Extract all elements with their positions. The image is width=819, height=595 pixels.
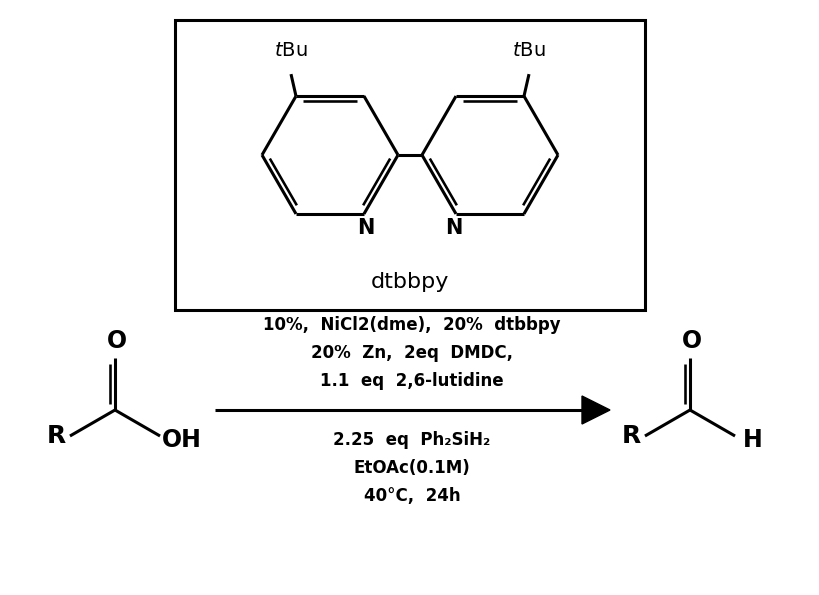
Text: O: O — [682, 329, 702, 353]
Text: O: O — [107, 329, 127, 353]
Text: 20%  Zn,  2eq  DMDC,: 20% Zn, 2eq DMDC, — [311, 344, 513, 362]
Text: $t$Bu: $t$Bu — [512, 40, 545, 60]
Text: 1.1  eq  2,6-lutidine: 1.1 eq 2,6-lutidine — [320, 372, 504, 390]
Text: R: R — [47, 424, 66, 448]
Text: H: H — [743, 428, 763, 452]
Text: EtOAc(0.1M): EtOAc(0.1M) — [354, 459, 470, 477]
Text: N: N — [357, 218, 374, 238]
Text: OH: OH — [162, 428, 202, 452]
Text: 2.25  eq  Ph₂SiH₂: 2.25 eq Ph₂SiH₂ — [333, 431, 491, 449]
Text: R: R — [622, 424, 640, 448]
Text: 40°C,  24h: 40°C, 24h — [364, 487, 460, 505]
Text: N: N — [446, 218, 463, 238]
Text: $t$Bu: $t$Bu — [274, 40, 308, 60]
Text: 10%,  NiCl2(dme),  20%  dtbbpy: 10%, NiCl2(dme), 20% dtbbpy — [263, 316, 561, 334]
Text: dtbbpy: dtbbpy — [371, 272, 449, 292]
Bar — [175, 20, 645, 310]
Polygon shape — [582, 396, 610, 424]
